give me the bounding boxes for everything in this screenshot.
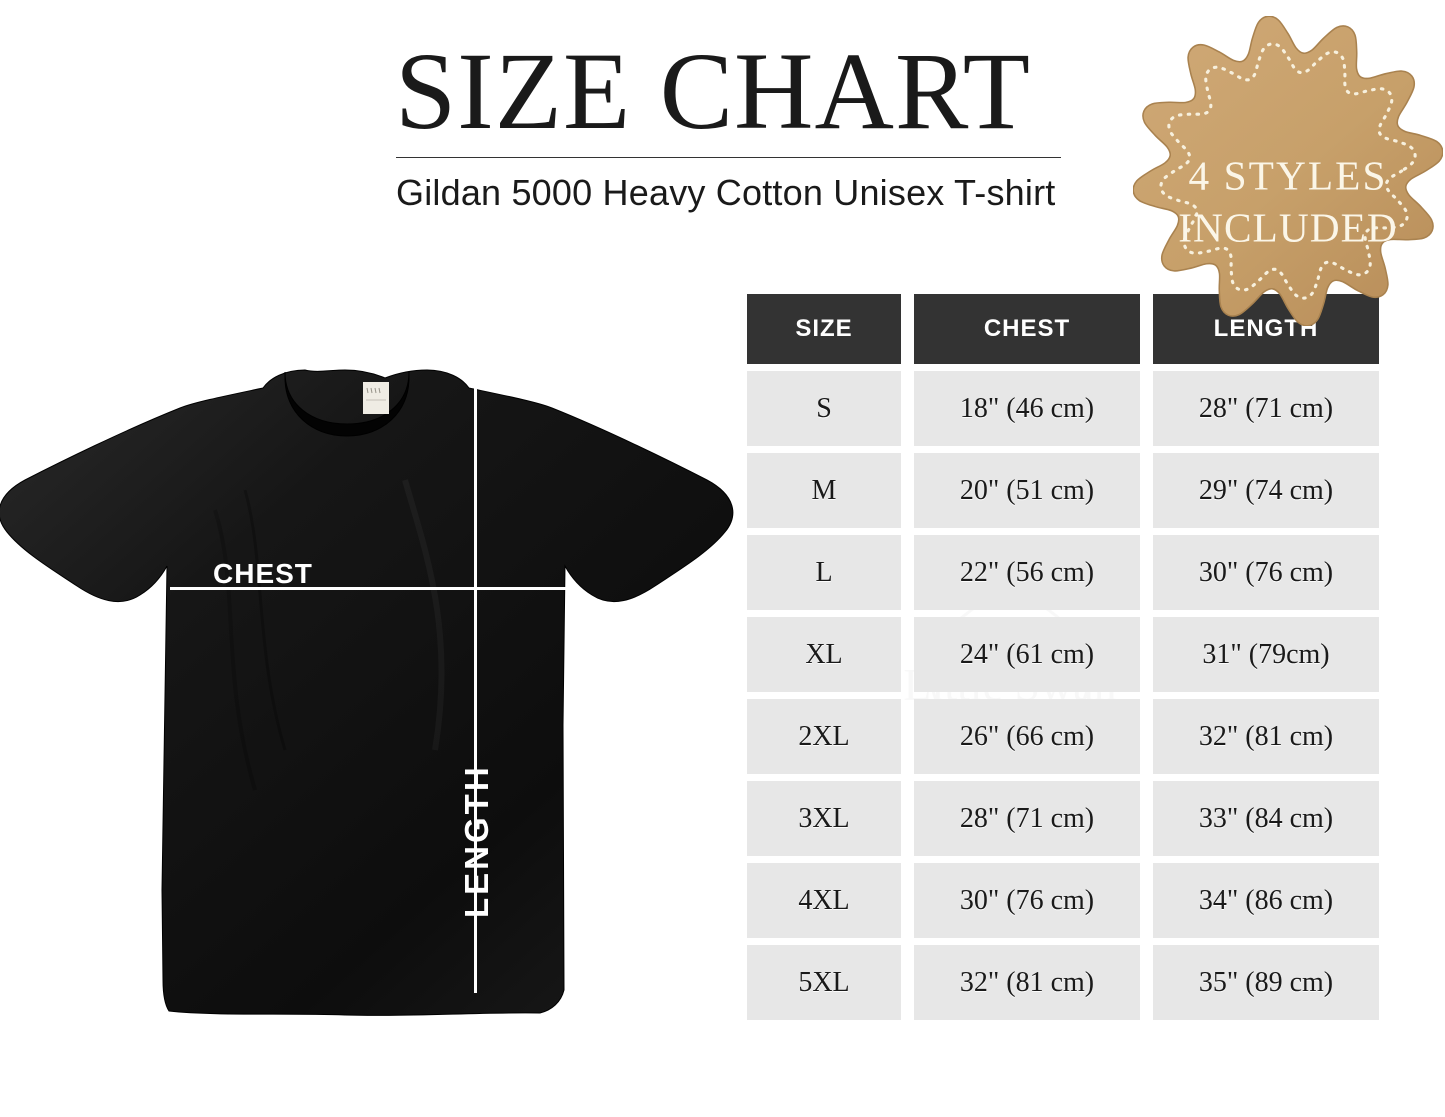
svg-text:INCLUDED: INCLUDED [1178,204,1397,250]
svg-text:4 STYLES: 4 STYLES [1188,153,1387,199]
